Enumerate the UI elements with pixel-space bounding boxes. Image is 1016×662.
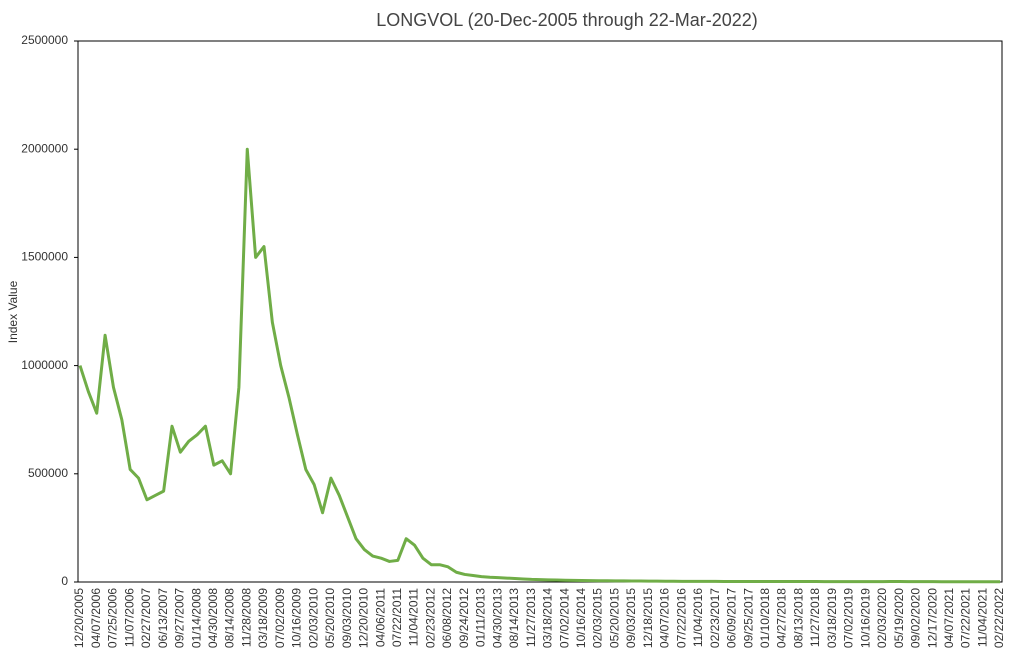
x-tick-label: 04/07/2006 xyxy=(89,588,103,648)
x-tick-label: 04/27/2018 xyxy=(775,588,789,648)
x-tick-label: 09/03/2010 xyxy=(340,588,354,648)
x-tick-label: 01/14/2008 xyxy=(189,588,203,648)
y-tick-label: 2000000 xyxy=(21,141,68,155)
chart-title: LONGVOL (20-Dec-2005 through 22-Mar-2022… xyxy=(376,10,758,30)
x-tick-label: 02/03/2010 xyxy=(306,588,320,648)
x-tick-label: 01/10/2018 xyxy=(758,588,772,648)
x-tick-label: 02/27/2007 xyxy=(139,588,153,648)
y-axis-label: Index Value xyxy=(6,280,20,343)
x-tick-label: 05/20/2010 xyxy=(323,588,337,648)
x-tick-label: 10/16/2009 xyxy=(290,588,304,648)
x-tick-label: 11/27/2013 xyxy=(524,588,538,647)
x-tick-label: 07/02/2009 xyxy=(273,588,287,648)
x-tick-label: 09/27/2007 xyxy=(173,588,187,648)
x-tick-label: 02/22/2022 xyxy=(992,588,1006,648)
x-tick-label: 03/18/2014 xyxy=(541,588,555,648)
x-tick-label: 08/14/2008 xyxy=(223,588,237,648)
x-tick-label: 02/23/2017 xyxy=(708,588,722,648)
x-tick-label: 05/19/2020 xyxy=(892,588,906,648)
x-tick-label: 12/18/2015 xyxy=(641,588,655,648)
data-line xyxy=(78,147,1000,584)
x-tick-label: 11/04/2016 xyxy=(691,588,705,647)
x-tick-label: 11/27/2018 xyxy=(808,588,822,647)
x-tick-label: 02/23/2012 xyxy=(423,588,437,648)
x-tick-label: 08/13/2018 xyxy=(791,588,805,648)
x-tick-label: 07/22/2011 xyxy=(390,588,404,647)
x-tick-label: 12/20/2005 xyxy=(72,588,86,648)
y-tick-label: 0 xyxy=(61,574,68,588)
x-tick-label: 05/20/2015 xyxy=(607,588,621,648)
x-tick-label: 07/25/2006 xyxy=(106,588,120,648)
x-tick-label: 01/11/2013 xyxy=(474,588,488,647)
x-tick-label: 04/30/2013 xyxy=(490,588,504,648)
x-tick-label: 03/18/2009 xyxy=(256,588,270,648)
x-tick-label: 11/04/2021 xyxy=(975,588,989,647)
x-tick-label: 11/07/2006 xyxy=(122,588,136,647)
x-tick-label: 02/03/2015 xyxy=(591,588,605,648)
y-tick-label: 2500000 xyxy=(21,33,68,47)
x-tick-label: 07/02/2019 xyxy=(842,588,856,648)
x-tick-label: 04/07/2016 xyxy=(658,588,672,648)
x-tick-label: 06/09/2017 xyxy=(725,588,739,648)
x-tick-label: 07/22/2016 xyxy=(674,588,688,648)
y-tick-label: 1500000 xyxy=(21,250,68,264)
x-tick-label: 04/06/2011 xyxy=(373,588,387,647)
x-tick-label: 09/03/2015 xyxy=(624,588,638,648)
x-tick-label: 07/22/2021 xyxy=(959,588,973,648)
x-tick-label: 08/14/2013 xyxy=(507,588,521,648)
x-tick-label: 12/17/2020 xyxy=(925,588,939,648)
x-tick-label: 04/30/2008 xyxy=(206,588,220,648)
x-tick-label: 06/13/2007 xyxy=(156,588,170,648)
x-tick-label: 03/18/2019 xyxy=(825,588,839,648)
x-tick-label: 09/24/2012 xyxy=(457,588,471,648)
x-tick-label: 11/04/2011 xyxy=(407,588,421,647)
x-tick-label: 02/03/2020 xyxy=(875,588,889,648)
x-tick-label: 09/25/2017 xyxy=(741,588,755,648)
x-tick-label: 07/02/2014 xyxy=(557,588,571,648)
x-tick-label: 06/08/2012 xyxy=(440,588,454,648)
y-tick-label: 500000 xyxy=(28,466,68,480)
x-tick-label: 12/20/2010 xyxy=(357,588,371,648)
plot-frame xyxy=(77,40,1003,583)
x-tick-label: 11/28/2008 xyxy=(239,588,253,647)
x-tick-label: 10/16/2019 xyxy=(858,588,872,648)
y-tick-label: 1000000 xyxy=(21,358,68,372)
x-tick-label: 10/16/2014 xyxy=(574,588,588,648)
x-tick-label: 04/07/2021 xyxy=(942,588,956,648)
x-tick-label: 09/02/2020 xyxy=(909,588,923,648)
